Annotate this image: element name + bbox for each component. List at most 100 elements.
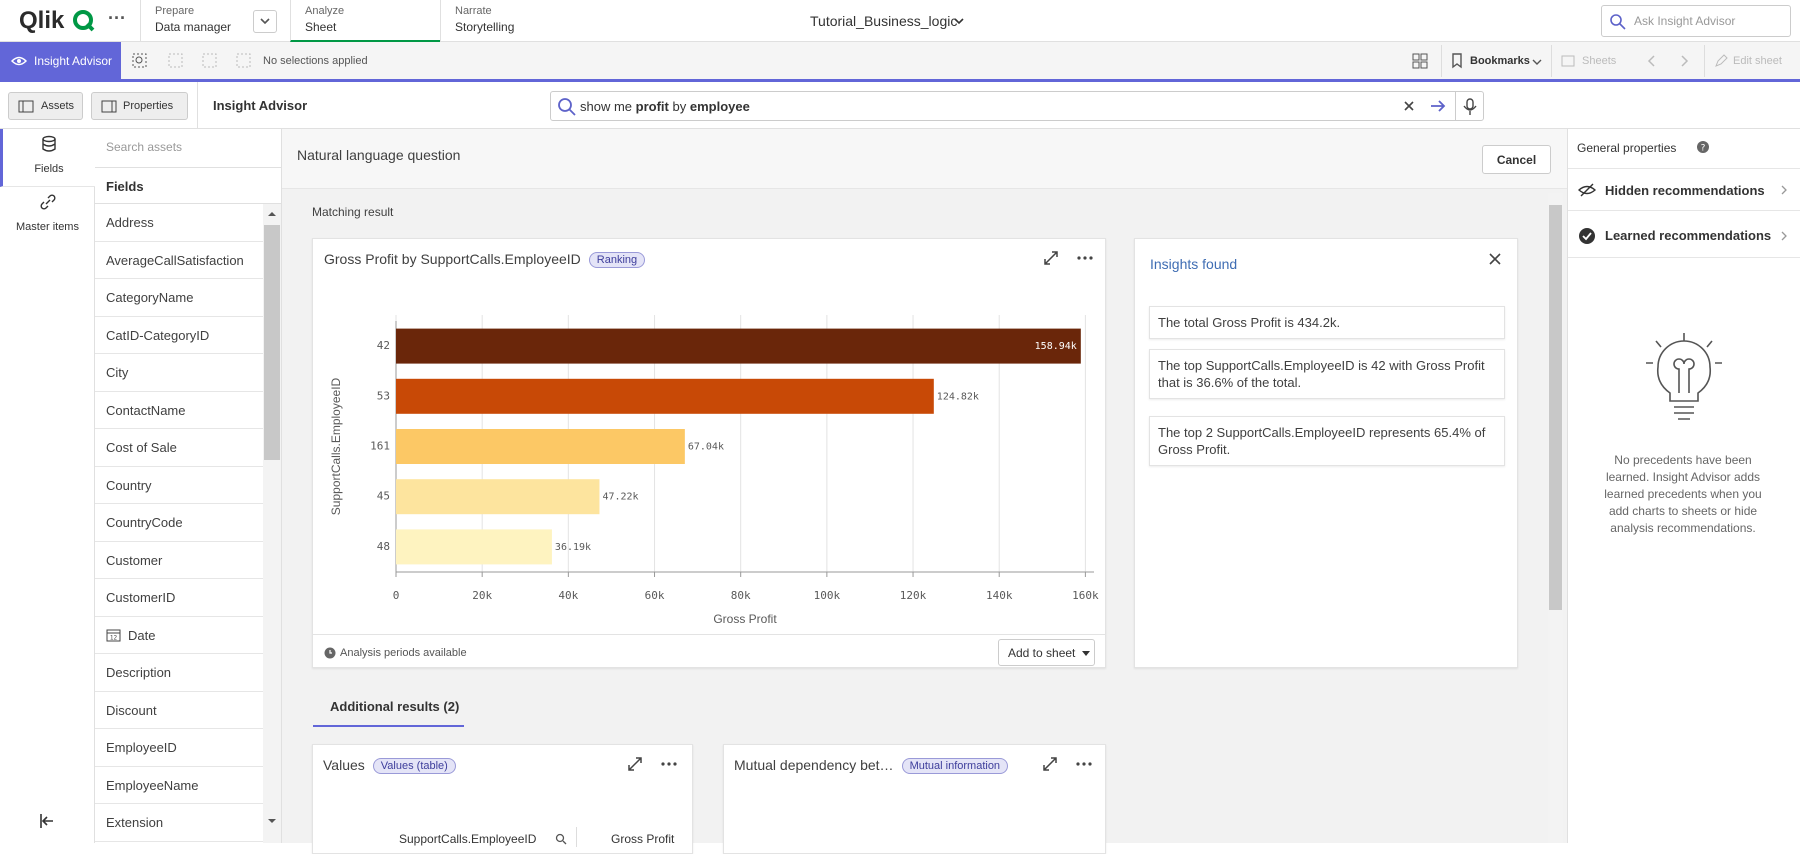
field-item[interactable]: Cost of Sale <box>95 429 263 467</box>
grid-icon[interactable] <box>1411 52 1429 70</box>
sheet-nav[interactable] <box>1644 53 1692 69</box>
field-item[interactable]: Discount <box>95 692 263 730</box>
mic-icon[interactable] <box>1462 97 1478 117</box>
search-icon <box>557 97 577 117</box>
collapse-icon[interactable] <box>38 812 56 830</box>
card-actions[interactable] <box>625 755 685 775</box>
submit-icon[interactable] <box>1429 98 1447 114</box>
help-icon[interactable]: ? <box>1696 140 1710 154</box>
field-name: AverageCallSatisfaction <box>106 253 244 268</box>
query-text: show me profit by employee <box>580 99 750 114</box>
sheets[interactable]: Sheets <box>1582 55 1616 67</box>
sub-title: Insight Advisor <box>213 98 307 113</box>
card-actions[interactable] <box>1040 755 1100 775</box>
divider <box>1704 45 1705 77</box>
field-item[interactable]: 12Date <box>95 617 263 655</box>
eye-off-icon <box>1578 182 1596 198</box>
scroll-thumb[interactable] <box>1549 205 1562 610</box>
result-card[interactable]: ValuesValues (table) SupportCalls.Employ… <box>312 744 693 854</box>
divider <box>313 634 1105 635</box>
field-item[interactable]: City <box>95 354 263 392</box>
field-item[interactable]: CategoryName <box>95 279 263 317</box>
insight-advisor-toggle[interactable]: Insight Advisor <box>0 42 121 79</box>
y-tick-label: 161 <box>370 440 390 453</box>
x-tick-label: 0 <box>393 589 400 602</box>
check-icon <box>1578 227 1596 245</box>
bar-chart: 020k40k60k80k100k120k140k160k42158.94k53… <box>313 239 1107 669</box>
tab-dropdown[interactable] <box>253 10 277 33</box>
lightbulb-icon <box>1646 333 1722 433</box>
nav-tab[interactable]: NarrateStorytelling <box>440 0 590 42</box>
insights-title: Insights found <box>1150 256 1237 272</box>
field-name: EmployeeName <box>106 778 199 793</box>
field-item[interactable]: CatID-CategoryID <box>95 317 263 355</box>
add-to-sheet[interactable]: Add to sheet <box>998 639 1095 666</box>
field-item[interactable]: CountryCode <box>95 504 263 542</box>
card-title: Values <box>323 757 365 773</box>
field-item[interactable]: EmployeeID <box>95 729 263 767</box>
x-tick-label: 100k <box>814 589 841 602</box>
field-item[interactable]: Customer <box>95 542 263 580</box>
sheets-icon <box>1560 53 1576 69</box>
query-word: by <box>673 99 687 114</box>
label: Hidden recommendations <box>1605 183 1765 198</box>
label: Insight Advisor <box>34 54 112 68</box>
field-item[interactable]: CustomerID <box>95 579 263 617</box>
bar <box>396 429 685 464</box>
x-tick-label: 140k <box>986 589 1013 602</box>
field-item[interactable]: Extension <box>95 804 263 842</box>
tab-sub: Storytelling <box>455 20 514 34</box>
field-item[interactable]: Country <box>95 467 263 505</box>
x-tick-label: 20k <box>472 589 492 602</box>
nav-fields[interactable]: Fields <box>0 129 95 187</box>
result-card[interactable]: Mutual dependency bet…Mutual information <box>723 744 1106 854</box>
question-header <box>282 129 1567 189</box>
assets-button[interactable]: Assets <box>8 92 83 120</box>
bar <box>396 379 934 414</box>
tab-label: Analyze <box>305 5 344 17</box>
y-tick-label: 48 <box>377 540 390 553</box>
cancel-button[interactable]: Cancel <box>1482 145 1551 174</box>
y-tick-label: 53 <box>377 389 390 402</box>
hidden-recommendations[interactable]: Hidden recommendations <box>1568 168 1800 211</box>
learned-recommendations[interactable]: Learned recommendations <box>1568 213 1800 258</box>
close-icon[interactable] <box>1488 252 1502 266</box>
field-item[interactable]: EmployeeName <box>95 767 263 805</box>
field-name: Customer <box>106 553 162 568</box>
bookmarks[interactable]: Bookmarks <box>1470 55 1530 67</box>
bar <box>396 329 1081 364</box>
x-tick-label: 120k <box>900 589 927 602</box>
app-title[interactable]: Tutorial_Business_logic <box>810 13 957 29</box>
value-label: 158.94k <box>1035 341 1077 352</box>
field-item[interactable]: ContactName <box>95 392 263 430</box>
field-item[interactable]: Description <box>95 654 263 692</box>
edit-sheet[interactable]: Edit sheet <box>1733 55 1782 67</box>
field-item[interactable]: AverageCallSatisfaction <box>95 242 263 280</box>
additional-tab[interactable]: Additional results (2) <box>330 699 459 714</box>
clear-icon[interactable] <box>1403 100 1415 112</box>
logo[interactable]: Qlik <box>19 7 64 35</box>
card-title: Mutual dependency bet… <box>734 757 894 773</box>
svg-text:?: ? <box>1701 144 1706 154</box>
label: Properties <box>123 100 173 112</box>
chart-header: Gross Profit by SupportCalls.EmployeeIDR… <box>324 251 645 268</box>
nav-master-items[interactable]: Master items <box>0 187 95 245</box>
card-actions[interactable] <box>1041 249 1101 269</box>
more-menu[interactable]: ··· <box>108 8 126 29</box>
properties-button[interactable]: Properties <box>91 92 188 120</box>
asset-search[interactable]: Search assets <box>106 140 182 154</box>
fields-heading: Fields <box>106 179 144 194</box>
field-name: Country <box>106 478 152 493</box>
insight: The top 2 SupportCalls.EmployeeID repres… <box>1149 416 1505 466</box>
calendar-icon: 12 <box>106 628 121 642</box>
query-word: show me <box>580 99 632 114</box>
ask-search[interactable]: Ask Insight Advisor <box>1601 5 1791 37</box>
field-item[interactable]: Address <box>95 204 263 242</box>
placeholder: Ask Insight Advisor <box>1634 14 1735 28</box>
bookmark-icon <box>1450 52 1464 70</box>
query-input[interactable]: show me profit by employee <box>550 91 1484 121</box>
field-name: ContactName <box>106 403 185 418</box>
empty-text: No precedents have been learned. Insight… <box>1603 452 1763 537</box>
divider <box>1441 45 1442 77</box>
nav-tab[interactable]: AnalyzeSheet <box>290 0 440 42</box>
